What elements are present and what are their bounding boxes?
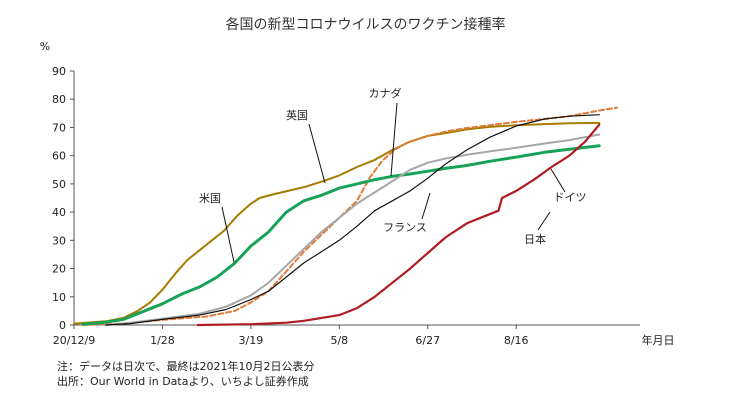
source-text: 出所：Our World in Dataより、いちよし証券作成 — [57, 375, 309, 388]
x-tick-label: 5/8 — [330, 334, 348, 347]
y-tick-label: 10 — [52, 291, 66, 304]
series-line — [104, 133, 601, 326]
chart-series — [73, 106, 618, 327]
annotation-leader — [221, 206, 235, 263]
series-line — [81, 106, 618, 326]
y-tick-label: 80 — [52, 93, 66, 106]
series-line — [73, 121, 601, 325]
annotation-label: フランス — [383, 221, 427, 234]
annotation-leader — [421, 192, 431, 220]
annotation-label: 英国 — [286, 108, 308, 122]
annotation-leader — [308, 123, 326, 184]
annotation-label: 米国 — [199, 192, 221, 205]
x-tick-label: 3/19 — [239, 334, 264, 347]
x-tick-label: 8/16 — [504, 334, 529, 347]
y-tick-label: 40 — [52, 206, 66, 219]
y-tick-label: 60 — [52, 150, 66, 163]
series-line — [196, 123, 601, 327]
x-tick-label: 20/12/9 — [53, 334, 95, 347]
chart-notes: 注：データは日次で、最終は2021年10月2日公表分 出所：Our World … — [57, 359, 315, 389]
x-tick-label: 1/28 — [150, 334, 175, 347]
y-tick-label: 20 — [52, 263, 66, 276]
series-line — [81, 144, 601, 326]
y-tick-label: 70 — [52, 121, 66, 134]
series-line — [105, 114, 600, 326]
y-tick-label: 90 — [52, 65, 66, 78]
annotation-label: カナダ — [369, 86, 402, 100]
annotation-label: ドイツ — [554, 191, 587, 204]
chart-title: 各国の新型コロナウイルスのワクチン接種率 — [225, 17, 506, 33]
y-tick-label: 50 — [52, 178, 66, 191]
annotation-leader — [390, 102, 398, 177]
x-tick-label: 6/27 — [415, 334, 440, 347]
y-tick-label: 0 — [59, 319, 66, 332]
annotation-leader — [550, 168, 566, 193]
y-tick-label: 30 — [52, 234, 66, 247]
note-text: 注：データは日次で、最終は2021年10月2日公表分 — [57, 360, 315, 373]
annotation-leader — [537, 211, 551, 231]
annotation-label: 日本 — [524, 232, 546, 246]
y-axis-unit: % — [40, 40, 50, 53]
chart-axes: 0 10 20 30 40 50 60 70 80 90 20/12/9 1/28 3/19 5/8 6/2… — [40, 40, 675, 347]
x-axis-label: 年月日 — [642, 333, 675, 347]
